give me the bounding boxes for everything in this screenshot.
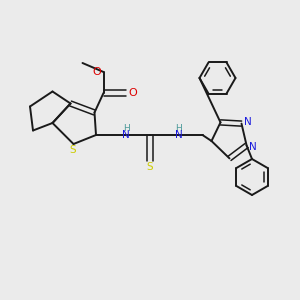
- Text: N: N: [249, 142, 256, 152]
- Text: O: O: [92, 67, 101, 77]
- Text: S: S: [69, 145, 76, 155]
- Text: O: O: [128, 88, 137, 98]
- Text: N: N: [244, 117, 251, 127]
- Text: N: N: [175, 130, 182, 140]
- Text: S: S: [147, 162, 153, 172]
- Text: H: H: [175, 124, 182, 133]
- Text: H: H: [123, 124, 129, 133]
- Text: N: N: [122, 130, 130, 140]
